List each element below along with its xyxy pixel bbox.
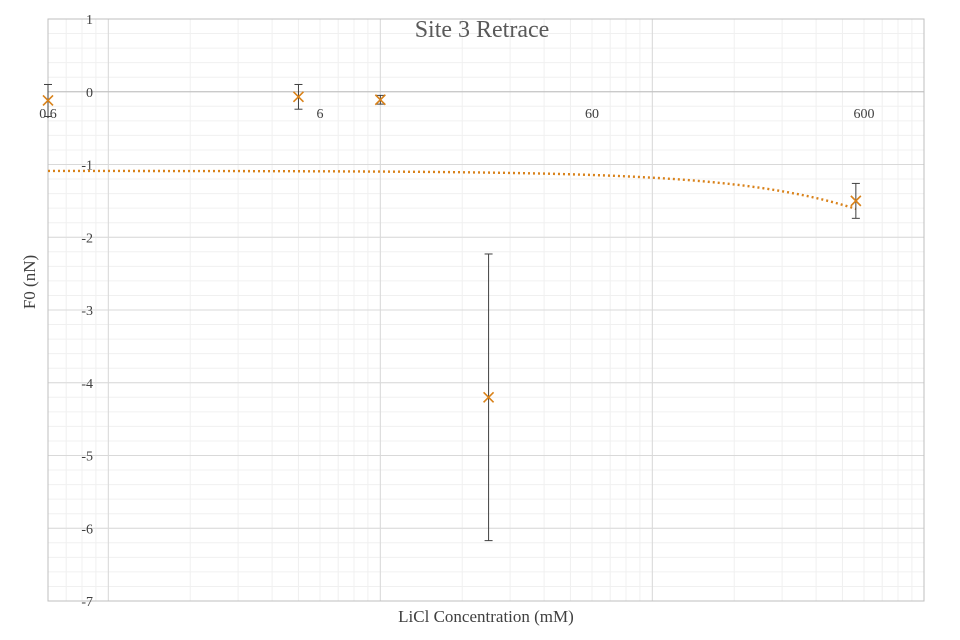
x-axis-title: LiCl Concentration (mM) <box>398 607 574 626</box>
y-tick-label: -7 <box>81 595 93 610</box>
y-tick-label: -3 <box>81 304 93 319</box>
y-tick-label: -4 <box>81 377 93 392</box>
data-point-marker <box>292 91 305 103</box>
y-tick-label: -2 <box>81 231 93 246</box>
grid <box>48 18 924 602</box>
x-tick-label: 6 <box>317 107 324 122</box>
y-tick-label: -6 <box>81 522 93 537</box>
y-tick-label: 0 <box>86 86 93 101</box>
chart-title: Site 3 Retrace <box>415 17 550 43</box>
error-bars <box>44 83 860 542</box>
tick-labels: 10-1-2-3-4-5-6-70.6 6 60 600 <box>39 13 874 610</box>
plot-area <box>47 18 925 602</box>
y-tick-label: 1 <box>86 13 93 28</box>
y-tick-label: -5 <box>81 450 93 465</box>
y-tick-label: -1 <box>81 159 93 174</box>
y-axis-title: F0 (nN) <box>20 255 39 309</box>
data-points <box>42 91 862 403</box>
data-point-marker <box>42 94 54 107</box>
x-tick-label: 60 <box>585 107 599 122</box>
data-point-marker <box>850 195 862 207</box>
x-tick-label: 600 <box>854 107 875 122</box>
data-point-marker <box>374 94 386 106</box>
data-point-marker <box>483 391 495 403</box>
